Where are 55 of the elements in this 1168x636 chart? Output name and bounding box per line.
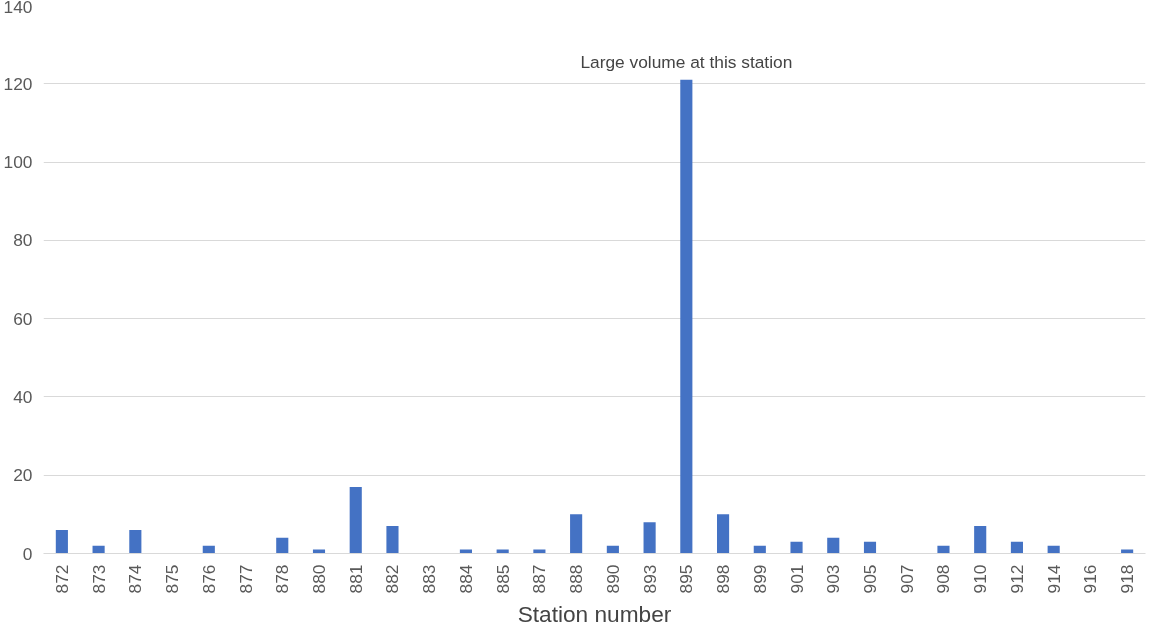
bar [827, 537, 840, 554]
bar [570, 514, 583, 554]
x-tick-label: 901 [786, 564, 807, 594]
x-tick-label: 895 [676, 564, 697, 594]
x-tick-label: 882 [382, 564, 403, 594]
x-tick-label: 898 [713, 564, 734, 594]
bar [129, 530, 142, 554]
x-tick-label: 874 [125, 564, 146, 594]
x-tick-label: 876 [198, 564, 219, 594]
y-tick-label: 20 [13, 465, 33, 486]
bar [680, 79, 693, 554]
x-tick-label: 877 [235, 564, 256, 594]
x-tick-label: 873 [88, 564, 109, 594]
y-tick-label: 120 [3, 73, 33, 94]
x-tick-label: 878 [272, 564, 293, 594]
bar [643, 522, 656, 554]
x-tick-label: 918 [1117, 564, 1138, 594]
bar [55, 530, 68, 554]
x-tick-label: 890 [602, 564, 623, 594]
x-tick-label: 905 [860, 564, 880, 594]
x-tick-label: 893 [639, 564, 660, 594]
y-tick-label: 0 [22, 543, 33, 564]
x-axis-title: Station number [517, 601, 672, 628]
annotation: Large volume at this station [580, 51, 793, 72]
x-tick-label: 899 [749, 564, 770, 594]
x-tick-label: 872 [51, 564, 72, 594]
bar [1010, 541, 1023, 554]
bar [790, 541, 803, 554]
y-tick-label: 140 [3, 0, 33, 17]
y-tick-label: 40 [13, 386, 33, 407]
bar [937, 545, 950, 554]
x-tick-label: 912 [1006, 564, 1027, 594]
x-tick-label: 916 [1080, 564, 1101, 594]
y-tick-label: 100 [3, 152, 33, 173]
y-tick-label: 60 [13, 308, 33, 329]
bar [974, 526, 987, 554]
bar [386, 526, 399, 554]
x-tick-label: 875 [162, 564, 183, 594]
x-tick-label: 910 [970, 564, 991, 594]
x-tick-label: 903 [823, 564, 844, 594]
x-tick-label: 908 [933, 564, 954, 594]
x-tick-label: 885 [492, 564, 513, 594]
bar [717, 514, 730, 554]
x-tick-label: 914 [1043, 564, 1064, 594]
x-tick-label: 888 [566, 564, 587, 594]
x-tick-label: 880 [309, 564, 329, 594]
x-tick-label: 907 [896, 564, 917, 594]
x-tick-label: 887 [529, 564, 550, 594]
y-tick-label: 80 [13, 230, 33, 251]
x-tick-label: 884 [455, 564, 476, 594]
bar [863, 541, 877, 554]
bar [349, 486, 362, 554]
x-tick-label: 881 [345, 564, 366, 594]
bar [276, 537, 289, 554]
x-tick-label: 883 [419, 564, 440, 594]
